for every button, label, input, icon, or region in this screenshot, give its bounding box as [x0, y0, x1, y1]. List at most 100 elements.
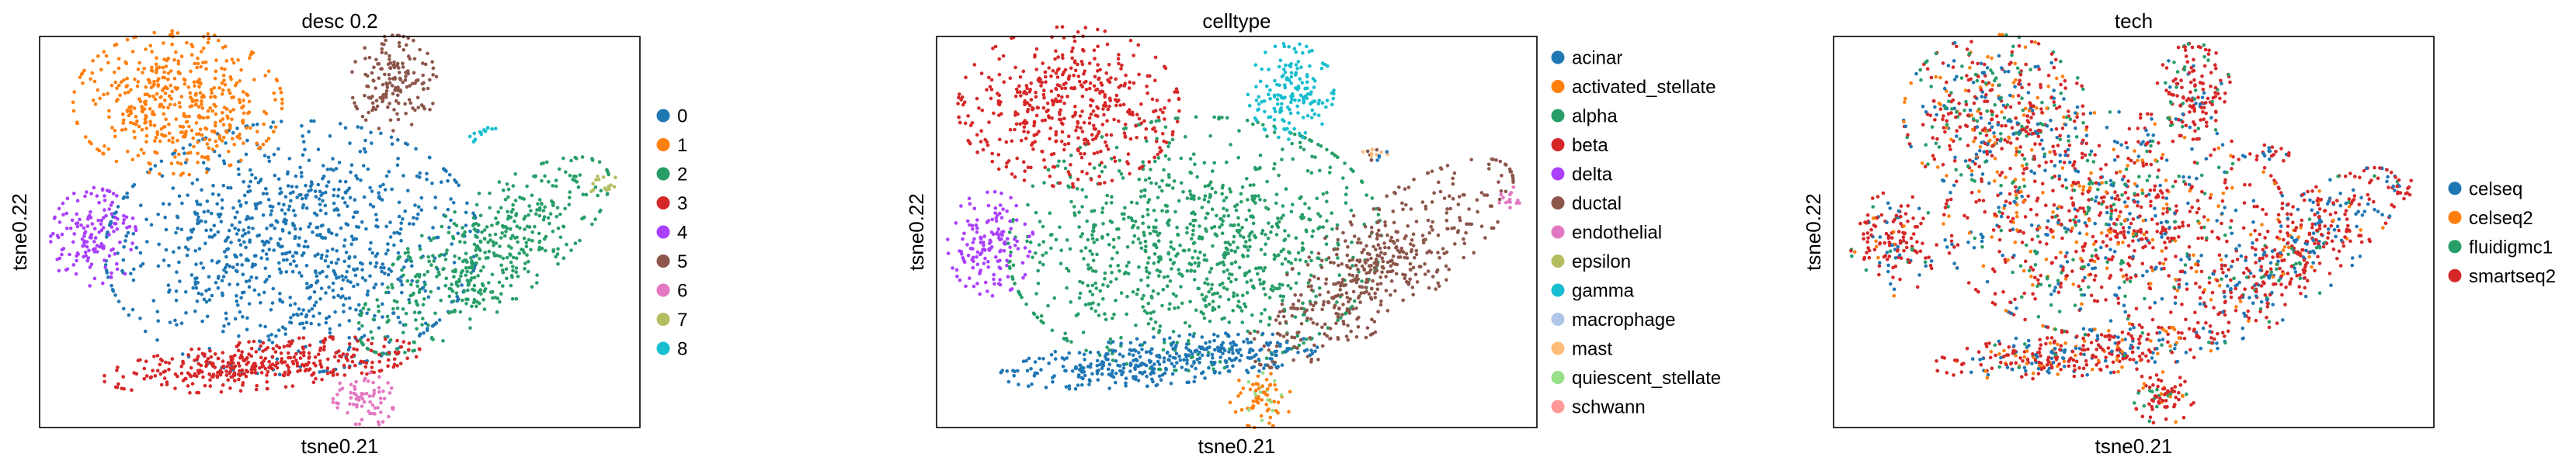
data-point: [1170, 343, 1173, 348]
data-point: [1177, 355, 1181, 358]
data-point: [1251, 122, 1255, 126]
data-point: [1175, 341, 1180, 345]
data-point: [1229, 190, 1232, 194]
data-point: [499, 206, 503, 210]
data-point: [361, 360, 366, 364]
data-point: [231, 206, 235, 210]
data-point: [1194, 366, 1198, 371]
data-point: [1404, 203, 1408, 207]
data-point: [1254, 353, 1258, 357]
data-point: [112, 229, 116, 234]
data-point: [206, 209, 210, 213]
data-point: [1084, 348, 1088, 353]
data-point: [1067, 384, 1072, 388]
data-point: [280, 97, 284, 102]
data-point: [107, 254, 112, 258]
data-point: [152, 79, 156, 84]
data-point: [348, 306, 353, 310]
data-point: [1324, 282, 1328, 286]
data-point: [209, 228, 213, 232]
data-point: [1389, 293, 1392, 297]
data-point: [1274, 255, 1278, 259]
data-point: [1177, 268, 1180, 272]
data-point: [313, 189, 318, 193]
data-point: [1164, 209, 1169, 214]
data-point: [239, 296, 243, 300]
data-point: [257, 146, 261, 151]
data-point: [985, 140, 989, 144]
data-point: [162, 376, 167, 380]
data-point: [1100, 161, 1104, 164]
data-point: [1176, 306, 1180, 310]
data-point: [1375, 287, 1380, 292]
data-point: [224, 130, 229, 134]
data-point: [377, 62, 381, 66]
data-point: [1072, 213, 1077, 217]
data-point: [294, 185, 299, 189]
data-point: [1357, 237, 1361, 241]
data-point: [1344, 334, 1349, 338]
data-point: [245, 126, 249, 130]
data-point: [193, 249, 197, 253]
data-point: [1355, 258, 1359, 262]
data-point: [231, 108, 236, 112]
data-point: [324, 211, 328, 216]
data-point: [1188, 349, 1193, 354]
data-point: [1114, 371, 1118, 376]
data-point: [116, 300, 121, 303]
data-point: [214, 139, 218, 144]
data-point: [396, 137, 400, 142]
data-point: [490, 272, 495, 277]
data-point: [302, 350, 306, 355]
data-point: [1163, 154, 1168, 158]
data-point: [1083, 152, 1086, 156]
data-point: [279, 359, 283, 364]
data-point: [144, 120, 148, 124]
data-point: [235, 134, 239, 139]
data-point: [190, 382, 195, 386]
data-point: [454, 280, 459, 284]
data-point: [223, 82, 228, 87]
data-point: [322, 348, 326, 352]
data-point: [276, 177, 281, 182]
data-point: [137, 97, 141, 101]
data-point: [1137, 72, 1141, 77]
data-point: [1076, 29, 1080, 34]
data-point: [1444, 264, 1448, 268]
data-point: [422, 297, 426, 301]
data-point: [360, 404, 364, 408]
data-point: [152, 113, 156, 116]
data-point: [470, 276, 474, 280]
data-point: [216, 356, 221, 361]
data-point: [239, 253, 243, 257]
data-point: [1092, 151, 1097, 156]
data-point: [144, 374, 149, 378]
data-point: [379, 400, 383, 405]
data-point: [1054, 237, 1059, 242]
data-point: [110, 225, 114, 229]
data-point: [395, 112, 399, 116]
data-point: [447, 294, 451, 299]
data-point: [1069, 86, 1073, 90]
data-point: [1110, 195, 1114, 199]
data-point: [1267, 365, 1272, 369]
data-point: [1321, 225, 1325, 230]
data-point: [1014, 122, 1019, 126]
data-point: [1211, 244, 1215, 248]
data-point: [130, 50, 135, 54]
data-point: [446, 207, 450, 212]
data-point: [1236, 332, 1240, 337]
data-point: [395, 300, 399, 304]
data-point: [1253, 359, 1257, 364]
data-point: [1316, 142, 1320, 147]
data-point: [1189, 262, 1194, 267]
data-point: [477, 223, 481, 227]
data-point: [1217, 115, 1221, 119]
data-point: [203, 241, 207, 246]
data-point: [375, 251, 380, 256]
legend-item: 1: [656, 135, 687, 156]
data-point: [1028, 88, 1032, 92]
data-point: [314, 376, 318, 381]
data-point: [194, 262, 198, 267]
data-point: [1264, 233, 1267, 237]
